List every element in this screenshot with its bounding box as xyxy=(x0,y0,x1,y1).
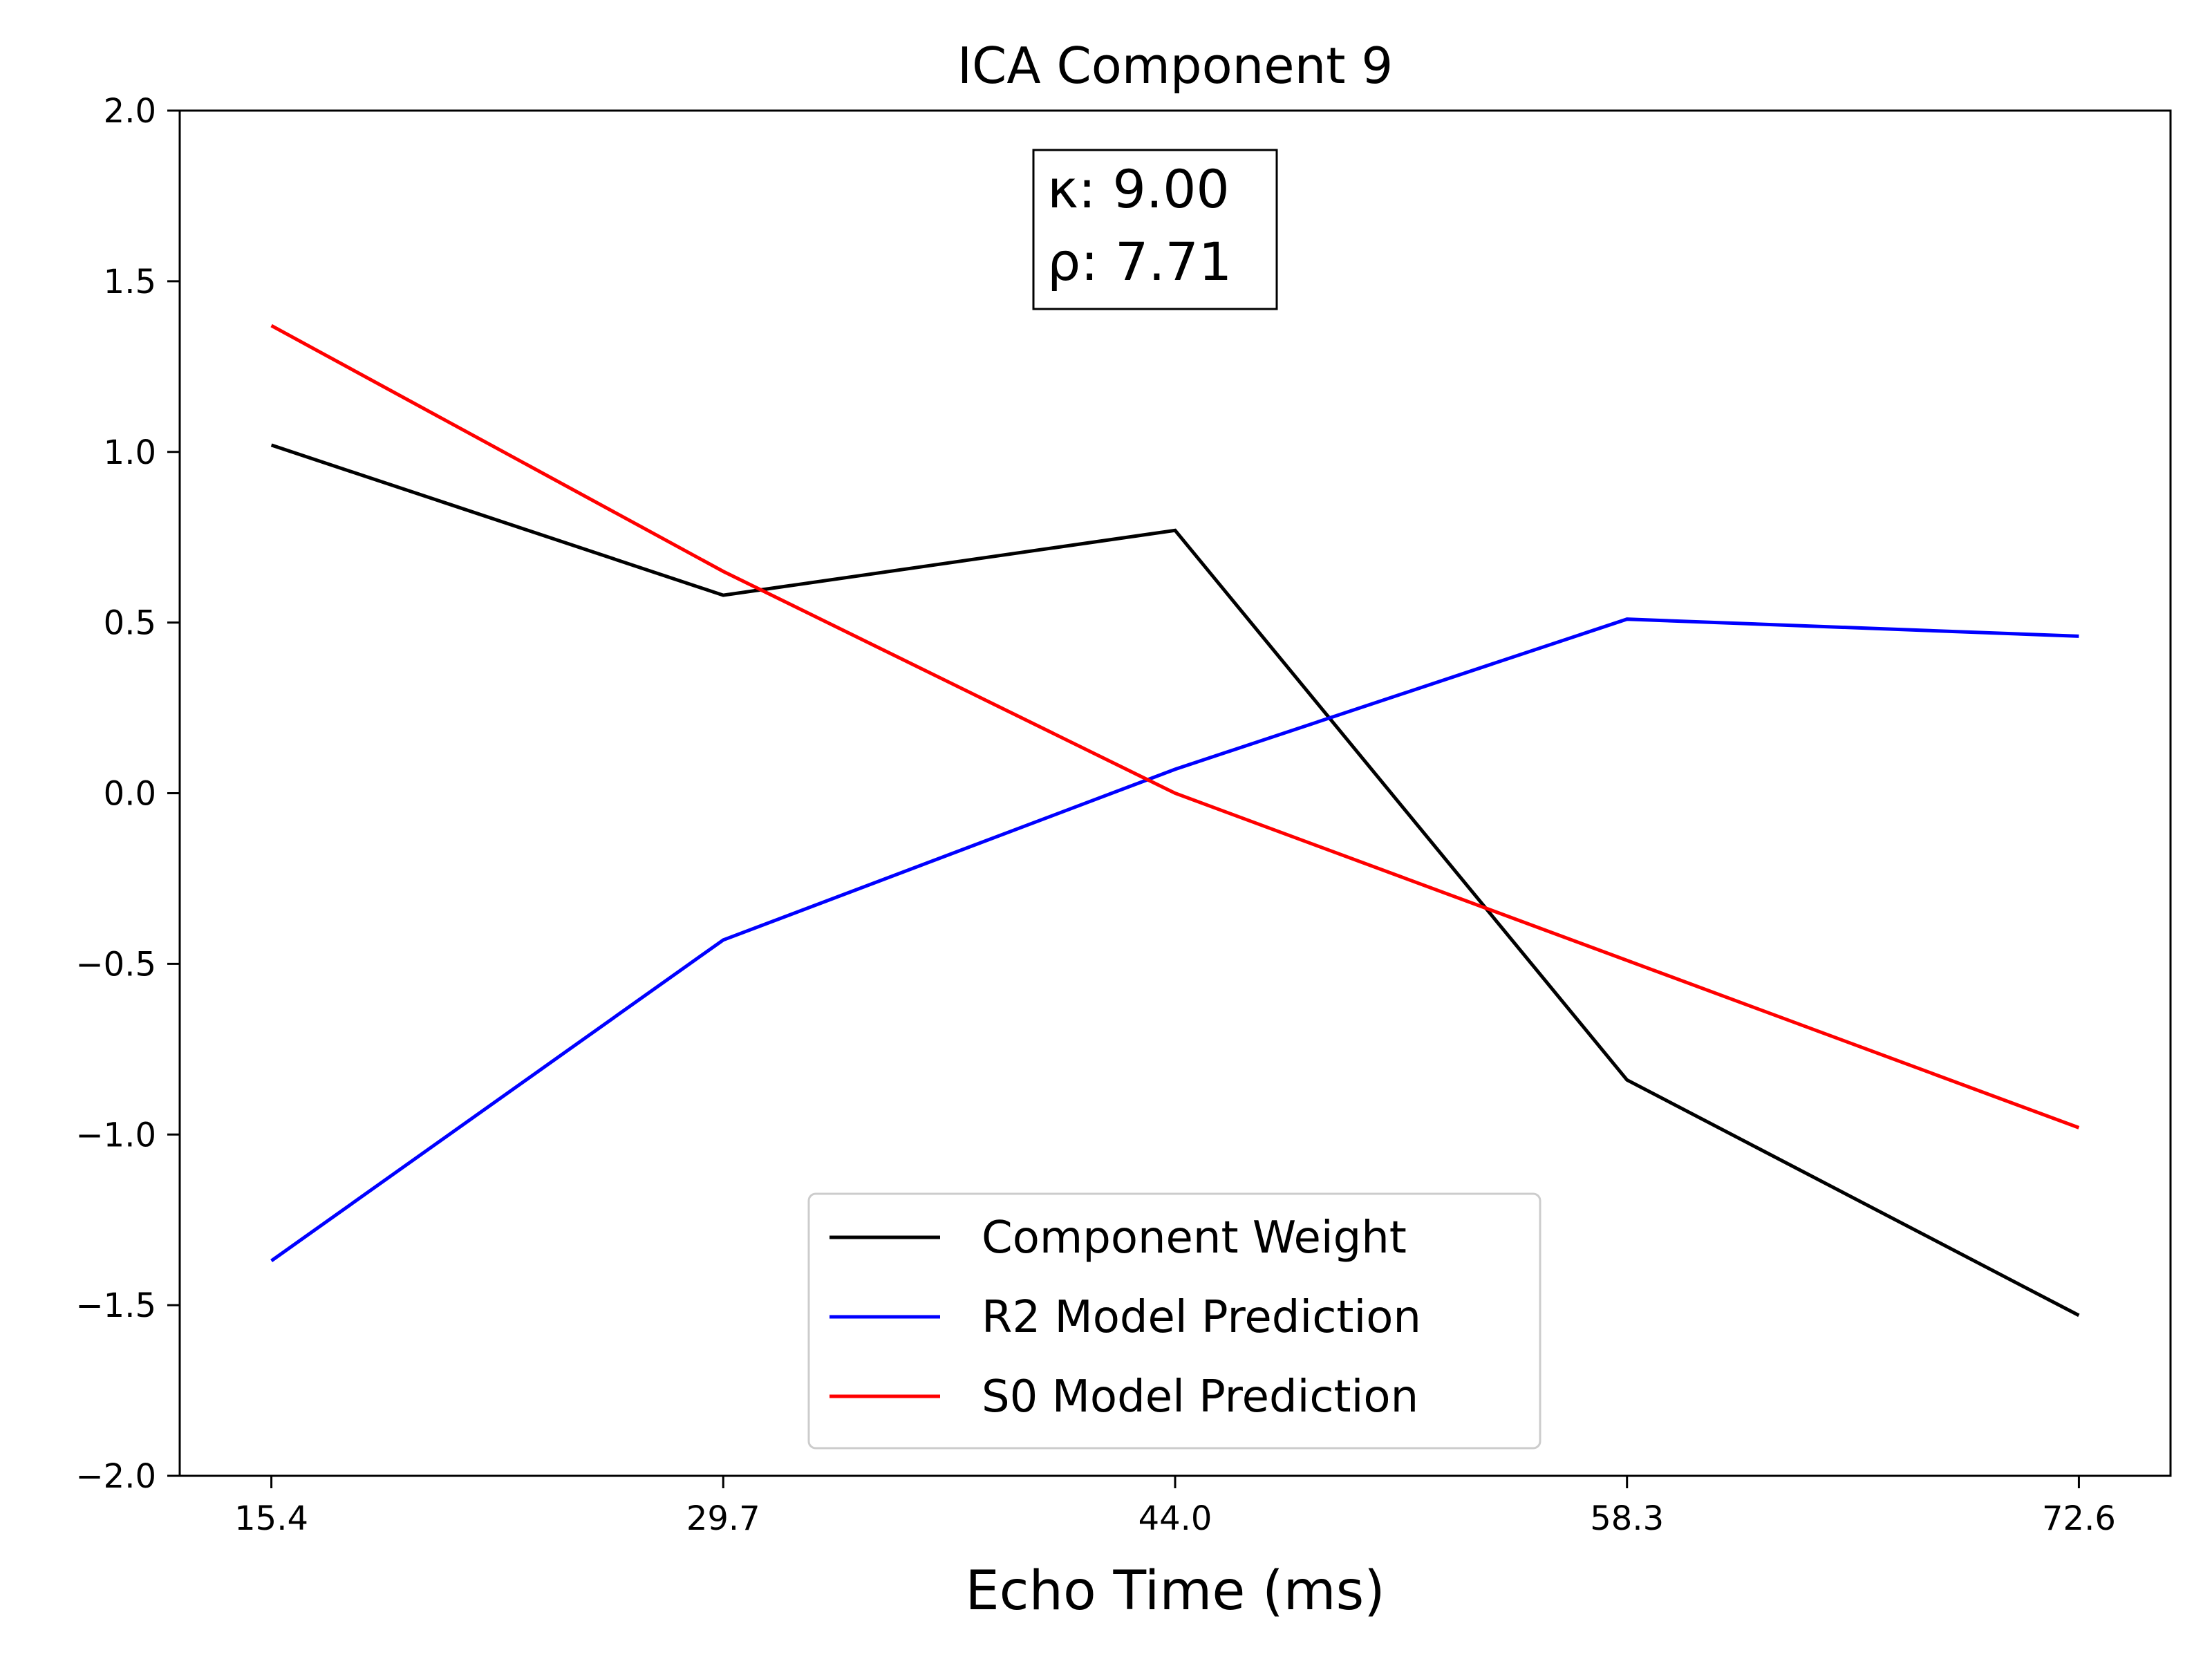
y-tick-label: −1.5 xyxy=(75,1286,156,1325)
y-axis: 2.0 1.5 1.0 0.5 0.0 −0.5 −1.0 −1.5 −2.0 xyxy=(75,92,180,1496)
y-tick-label: −2.0 xyxy=(75,1457,156,1496)
y-tick-label: 0.0 xyxy=(104,775,156,814)
x-tick-label: 15.4 xyxy=(234,1499,308,1538)
rho-label: ρ: 7.71 xyxy=(1047,231,1232,292)
annotation-frame xyxy=(1032,149,1278,310)
y-tick-label: −0.5 xyxy=(75,945,156,984)
legend-items: Component Weight R2 Model Prediction S0 Mo… xyxy=(830,1212,1421,1423)
x-axis: 15.4 29.7 44.0 58.3 72.6 xyxy=(234,1476,2116,1538)
y-tick-label: 1.0 xyxy=(104,433,156,472)
y-tick-label: 2.0 xyxy=(104,92,156,131)
x-tick-label: 44.0 xyxy=(1138,1499,1212,1538)
kappa-label: κ: 9.00 xyxy=(1047,158,1230,220)
y-tick-label: −1.0 xyxy=(75,1116,156,1154)
chart-title: ICA Component 9 xyxy=(957,37,1393,95)
legend-frame xyxy=(807,1192,1541,1450)
x-tick-label: 29.7 xyxy=(686,1499,760,1538)
x-axis-title: Echo Time (ms) xyxy=(965,1560,1385,1622)
legend-label: R2 Model Prediction xyxy=(982,1292,1421,1343)
series-layer xyxy=(270,324,2080,1318)
kappa-rho-annotation: κ: 9.00 ρ: 7.71 xyxy=(1032,149,1278,310)
legend-label: S0 Model Prediction xyxy=(982,1371,1418,1423)
y-tick-label: 1.5 xyxy=(104,263,156,301)
legend-label: Component Weight xyxy=(982,1212,1407,1264)
y-tick-label: 0.5 xyxy=(104,604,156,643)
x-tick-label: 72.6 xyxy=(2042,1499,2116,1538)
legend: Component Weight R2 Model Prediction S0 Mo… xyxy=(807,1192,1541,1450)
x-tick-label: 58.3 xyxy=(1590,1499,1664,1538)
